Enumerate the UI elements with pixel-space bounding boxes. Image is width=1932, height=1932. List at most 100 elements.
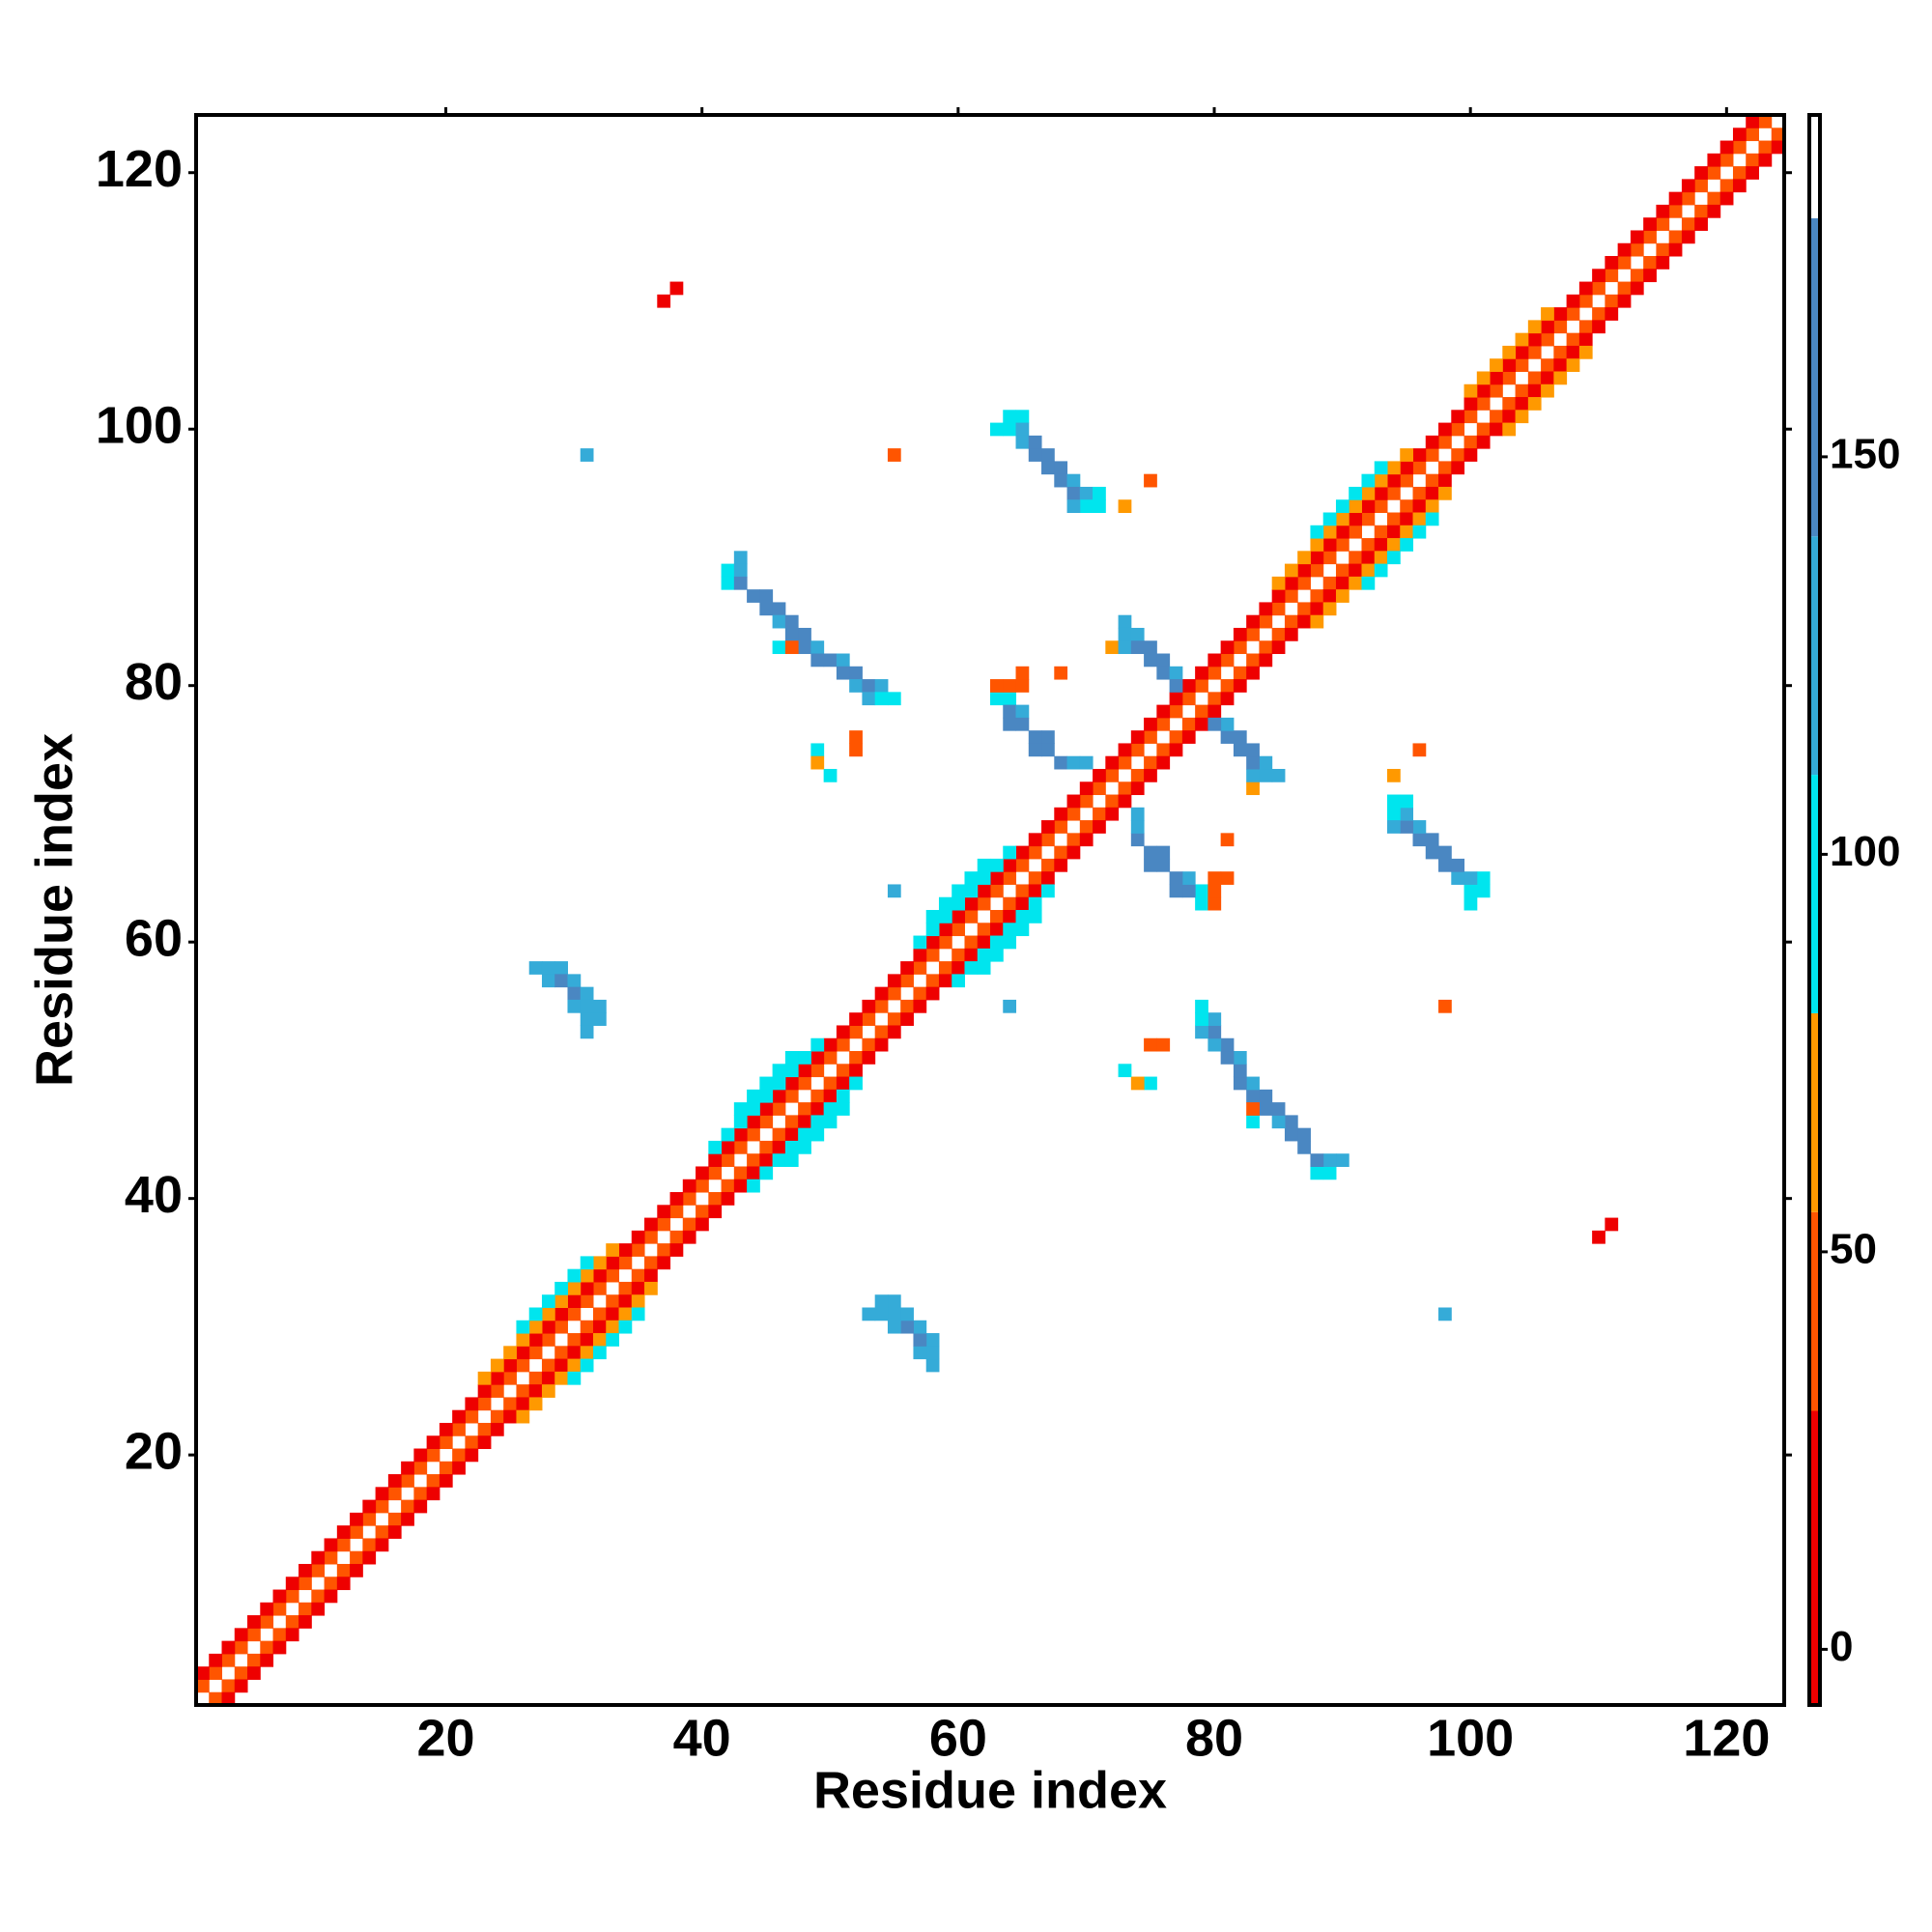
cell [657, 1256, 671, 1270]
cell [336, 1563, 351, 1577]
cell [1527, 345, 1542, 359]
cell [1208, 717, 1222, 731]
cell [1463, 884, 1478, 898]
cell [1054, 820, 1068, 834]
cell [1297, 551, 1311, 565]
cell [925, 974, 940, 988]
cell [823, 1115, 838, 1129]
cell [708, 1140, 723, 1154]
cell [1476, 371, 1491, 385]
cell [990, 910, 1004, 923]
cell [964, 896, 979, 911]
cell [452, 1461, 466, 1475]
cell [964, 961, 979, 975]
cell [1181, 871, 1196, 885]
cell [1310, 614, 1324, 629]
cell [798, 1127, 811, 1142]
cell [1003, 704, 1017, 719]
cell [1169, 692, 1183, 706]
cell [1066, 794, 1081, 809]
cell [1771, 140, 1785, 155]
cell [1118, 627, 1132, 641]
cell [1322, 589, 1337, 603]
cell [990, 679, 1004, 693]
cell [567, 1333, 582, 1347]
cell [1066, 486, 1081, 500]
cell [490, 1371, 504, 1385]
cell [1374, 525, 1388, 539]
cell [887, 692, 901, 706]
cell [1105, 768, 1120, 782]
cell [1643, 256, 1657, 270]
cell [593, 999, 607, 1013]
cell [1028, 910, 1042, 923]
cell [759, 1089, 774, 1103]
cell [1041, 858, 1055, 872]
cell [862, 1037, 876, 1052]
cell [1259, 653, 1273, 668]
x-tick-label: 60 [929, 1709, 987, 1767]
cell [1463, 397, 1478, 411]
cell [1118, 614, 1132, 629]
cell [401, 1474, 414, 1488]
cell [1463, 871, 1478, 885]
cell [1079, 781, 1094, 796]
cell [1527, 320, 1542, 334]
cell [772, 602, 786, 616]
cell [516, 1358, 530, 1373]
cell [772, 1076, 786, 1091]
cell [580, 1294, 594, 1308]
cell [1246, 627, 1260, 641]
cell [977, 884, 991, 898]
cell [1015, 679, 1030, 693]
cell [516, 1346, 530, 1360]
cell [465, 1448, 479, 1463]
y-tick-label: 80 [125, 653, 183, 711]
cell [1284, 589, 1298, 603]
cell [1246, 1102, 1260, 1116]
cell [644, 1230, 658, 1244]
cell [1054, 473, 1068, 488]
cell [696, 1217, 709, 1232]
cell [618, 1256, 633, 1270]
cell [1208, 666, 1222, 680]
cell [1322, 551, 1337, 565]
cell [234, 1679, 248, 1693]
cell [1156, 704, 1171, 719]
cell [1502, 358, 1517, 372]
cell [759, 589, 774, 603]
cell [1208, 1012, 1222, 1026]
cell [1220, 1051, 1235, 1065]
cell [772, 614, 786, 629]
cell [516, 1320, 530, 1334]
cell [1656, 204, 1670, 218]
cell [1015, 884, 1030, 898]
cell [1169, 743, 1183, 757]
cell [784, 1064, 799, 1078]
cell [311, 1589, 326, 1604]
cell [1541, 320, 1554, 334]
cell [580, 1256, 594, 1270]
cell [567, 1294, 582, 1308]
cell [541, 961, 555, 975]
cell [1387, 486, 1401, 500]
cell [1028, 845, 1042, 860]
cell [938, 910, 952, 923]
cell [784, 1115, 799, 1129]
cell [1310, 525, 1324, 539]
cell [1515, 410, 1529, 424]
cell [1322, 1166, 1337, 1180]
cell [631, 1281, 645, 1295]
cell [1732, 140, 1747, 155]
cell [1041, 730, 1055, 744]
cell [1387, 794, 1401, 809]
cell [1361, 563, 1376, 578]
cell [1015, 666, 1030, 680]
cell [1746, 115, 1759, 128]
cell [759, 1102, 774, 1116]
cell [913, 961, 927, 975]
cell [798, 1064, 811, 1078]
cell [580, 1268, 594, 1283]
cell [1271, 640, 1286, 655]
